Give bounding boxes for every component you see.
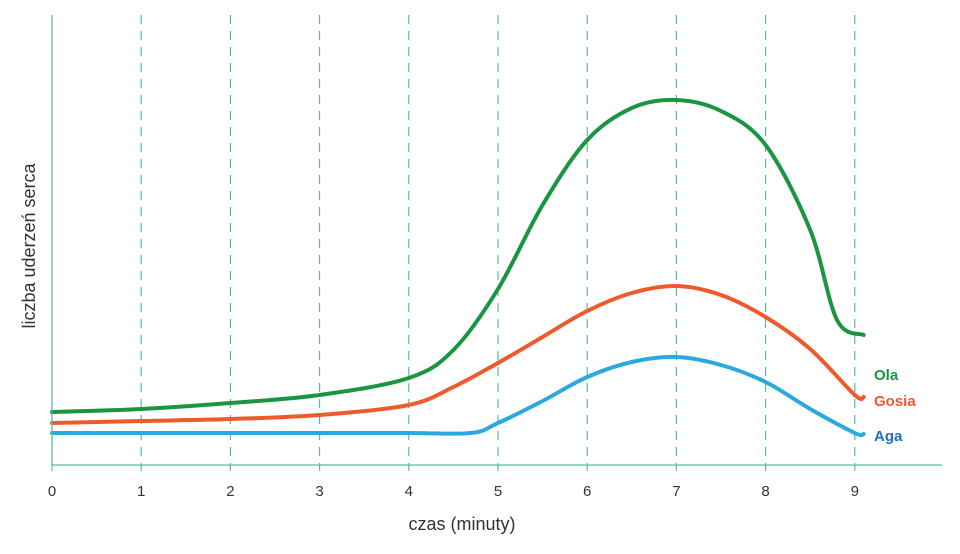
series-lines — [50, 97, 866, 438]
x-ticks — [51, 465, 856, 471]
legend-label-aga: Aga — [874, 428, 903, 445]
x-tick-label-2: 2 — [226, 483, 234, 500]
x-tick-labels: 0 1 2 3 4 5 6 7 8 9 — [48, 483, 859, 500]
series-line-ola — [50, 97, 866, 414]
legend: Ola Gosia Aga — [874, 367, 916, 445]
x-tick-label-7: 7 — [672, 483, 680, 500]
x-tick-label-6: 6 — [583, 483, 591, 500]
x-tick-label-3: 3 — [315, 483, 323, 500]
legend-label-gosia: Gosia — [874, 393, 916, 410]
y-axis-title: liczba uderzeń serca — [19, 162, 39, 328]
x-tick-label-0: 0 — [48, 483, 56, 500]
x-tick-label-5: 5 — [494, 483, 502, 500]
legend-label-ola: Ola — [874, 367, 899, 384]
x-tick-label-1: 1 — [137, 483, 145, 500]
series-line-gosia — [50, 283, 866, 425]
grid-lines — [140, 15, 856, 465]
x-tick-label-4: 4 — [405, 483, 413, 500]
x-tick-label-9: 9 — [851, 483, 859, 500]
series-line-aga — [50, 354, 866, 438]
x-axis-title: czas (minuty) — [408, 514, 515, 534]
x-tick-label-8: 8 — [761, 483, 769, 500]
